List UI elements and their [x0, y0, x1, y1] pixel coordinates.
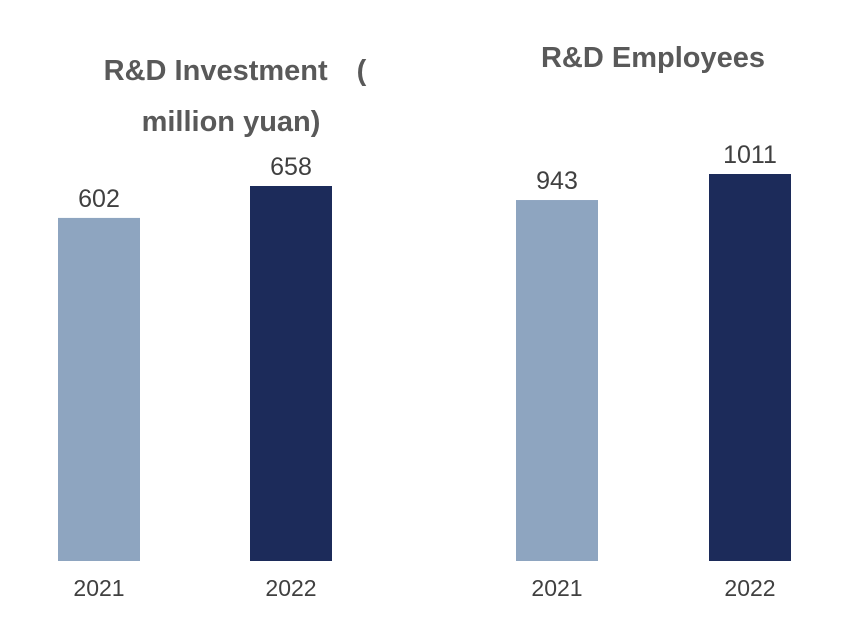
bar-2021	[516, 200, 598, 562]
bar-2022	[250, 186, 332, 561]
rd-employees-chart: R&D Employees 943 2021 1011 2022	[516, 42, 791, 601]
rd-investment-chart: R&D Investment ( million yuan) 602 2021 65…	[58, 55, 367, 601]
bar-group: 943 2021 1011 2022	[516, 141, 791, 601]
data-label: 1011	[723, 141, 777, 169]
data-label: 658	[270, 153, 312, 181]
x-tick-label: 2021	[531, 575, 582, 601]
data-label: 943	[536, 167, 578, 195]
bar-group: 602 2021 658 2022	[58, 153, 332, 601]
x-tick-label: 2022	[724, 575, 775, 601]
bar-2021	[58, 217, 140, 561]
chart-title-line-1: R&D Investment (	[104, 55, 367, 87]
chart-title-line-2: million yuan)	[142, 106, 321, 138]
data-label: 602	[78, 185, 120, 213]
x-tick-label: 2021	[73, 575, 124, 601]
chart-title-line-1: R&D Employees	[541, 42, 765, 74]
bar-2022	[709, 174, 791, 561]
x-tick-label: 2022	[265, 575, 316, 601]
